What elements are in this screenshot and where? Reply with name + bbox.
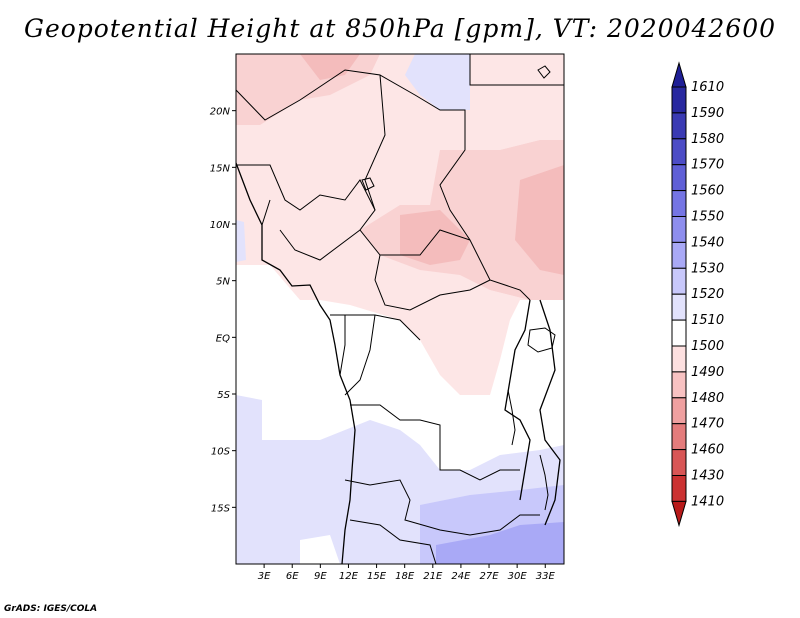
colorbar-swatch-9 xyxy=(671,293,687,321)
field-pink-dark-north xyxy=(300,54,360,80)
lat-label: 15N xyxy=(210,163,231,174)
border-east-coast xyxy=(539,299,561,526)
lake-tanganyika xyxy=(507,389,516,446)
colorbar-swatch-2 xyxy=(671,112,687,140)
lake-chad xyxy=(361,177,375,191)
lon-label: 18E xyxy=(395,571,415,582)
lat-label: 10S xyxy=(211,447,231,458)
border-north-2 xyxy=(379,74,471,241)
colorbar-label: 1580 xyxy=(691,132,724,147)
lat-label: 10N xyxy=(210,220,231,231)
lat-label: 5N xyxy=(216,277,230,288)
colorbar-bottom-arrow xyxy=(671,500,687,528)
colorbar-label: 1570 xyxy=(691,158,724,173)
border-south-3 xyxy=(349,519,437,564)
colorbar-label: 1460 xyxy=(691,443,724,458)
lon-label: 24E xyxy=(451,571,471,582)
field-blue-north xyxy=(405,54,470,110)
longitude-axis: 3E 6E 9E 12E 15E 18E 21E 24E 27E 30E 33E xyxy=(258,564,556,582)
coastline-west xyxy=(236,162,356,564)
colorbar-swatch-13 xyxy=(671,397,687,425)
lon-label: 9E xyxy=(314,571,327,582)
lon-label: 15E xyxy=(367,571,387,582)
colorbar-swatch-5 xyxy=(671,190,687,218)
colorbar-label: 1480 xyxy=(691,391,724,406)
colorbar: 1610 1590 1580 1570 1560 1550 1540 1530 1520 1510… xyxy=(671,61,724,528)
border-east-lakes xyxy=(504,299,531,501)
colorbar-top-arrow xyxy=(671,61,687,88)
colorbar-swatch-6 xyxy=(671,216,687,243)
colorbar-swatch-10 xyxy=(671,319,687,347)
colorbar-label: 1490 xyxy=(691,365,724,380)
field-blue-south-dark xyxy=(436,522,564,564)
colorbar-swatch-4 xyxy=(671,164,687,192)
field-pink-dark-central xyxy=(400,210,470,265)
colorbar-label: 1520 xyxy=(691,287,724,302)
colorbar-label: 1510 xyxy=(691,313,724,328)
border-south-2 xyxy=(344,479,540,536)
colorbar-label: 1560 xyxy=(691,184,724,199)
field-pink-mid xyxy=(360,140,564,300)
chart-title: Geopotential Height at 850hPa [gpm], VT:… xyxy=(23,14,777,43)
grads-credit: GrADS: IGES/COLA xyxy=(4,604,98,614)
height-field xyxy=(236,54,564,564)
colorbar-swatch-12 xyxy=(671,371,687,399)
border-west-1 xyxy=(236,164,376,211)
colorbar-label: 1540 xyxy=(691,235,724,250)
boundaries xyxy=(236,54,564,564)
colorbar-label: 1410 xyxy=(691,494,724,509)
lon-label: 27E xyxy=(480,571,500,582)
colorbar-swatch-14 xyxy=(671,423,687,451)
colorbar-label: 1470 xyxy=(691,417,724,432)
colorbar-swatch-7 xyxy=(671,241,687,269)
colorbar-swatch-8 xyxy=(671,267,687,295)
map-frame xyxy=(235,53,565,565)
lat-label: 20N xyxy=(210,107,231,118)
border-congo xyxy=(339,314,376,396)
lon-label: 21E xyxy=(423,571,443,582)
border-ne xyxy=(469,54,564,86)
lon-label: 12E xyxy=(339,571,359,582)
colorbar-swatch-16 xyxy=(671,475,687,502)
border-central-1 xyxy=(374,254,491,311)
colorbar-label: 1500 xyxy=(691,339,724,354)
colorbar-swatch-15 xyxy=(671,449,687,477)
border-south-1 xyxy=(350,404,520,481)
lon-label: 33E xyxy=(536,571,556,582)
lon-label: 6E xyxy=(286,571,299,582)
lake-victoria xyxy=(527,327,556,353)
border-north-1 xyxy=(236,69,531,301)
lake-malawi xyxy=(539,454,549,511)
border-west-2 xyxy=(261,199,361,261)
colorbar-swatch-1 xyxy=(671,86,687,114)
colorbar-label: 1430 xyxy=(691,469,724,484)
lon-label: 3E xyxy=(258,571,271,582)
field-blue-west xyxy=(236,220,246,262)
coast-northeast-island xyxy=(537,65,551,79)
lat-label: 15S xyxy=(211,503,231,514)
latitude-axis: 20N 15N 10N 5N EQ 5S 10S 15S xyxy=(210,107,236,514)
field-pink-dark-ne xyxy=(515,165,564,275)
lat-label: EQ xyxy=(216,333,230,344)
colorbar-label: 1550 xyxy=(691,210,724,225)
colorbar-swatch-3 xyxy=(671,138,687,166)
colorbar-label: 1530 xyxy=(691,261,724,276)
colorbar-label: 1590 xyxy=(691,106,724,121)
lon-label: 30E xyxy=(508,571,528,582)
field-white-pocket xyxy=(300,535,340,564)
colorbar-label: 1610 xyxy=(691,80,724,95)
colorbar-swatch-11 xyxy=(671,345,687,373)
lat-label: 5S xyxy=(217,390,230,401)
